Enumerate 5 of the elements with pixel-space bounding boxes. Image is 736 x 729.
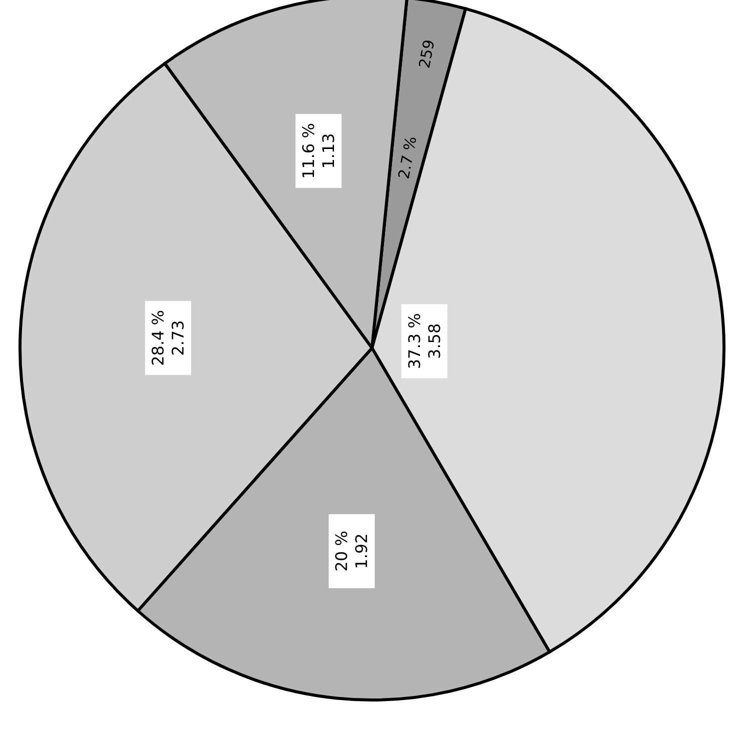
- data-label: 20 % 1.92: [332, 530, 372, 572]
- text: 2.7 % 259: [394, 38, 438, 180]
- data-label: 37.3 % 3.58: [404, 313, 444, 370]
- data-label: 11.6 % 1.13: [299, 123, 338, 179]
- data-label: 28.4 % 2.73: [148, 310, 188, 366]
